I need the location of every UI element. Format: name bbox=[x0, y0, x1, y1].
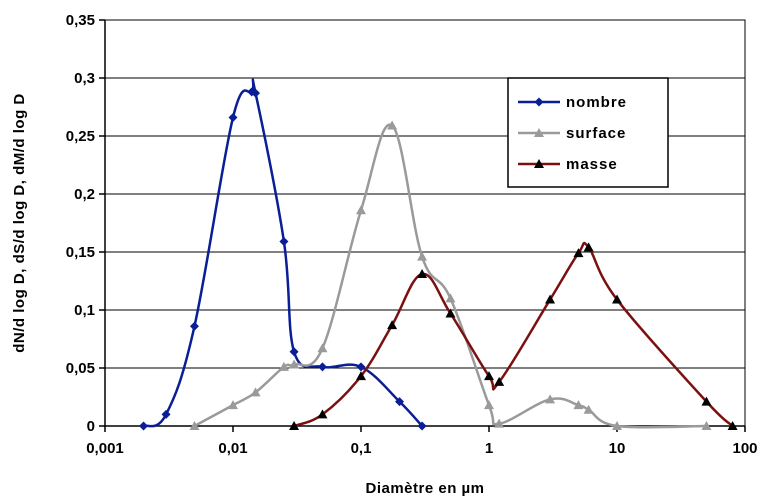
data-point-surface bbox=[612, 421, 622, 430]
data-point-surface bbox=[189, 421, 200, 430]
data-point-masse bbox=[701, 396, 712, 406]
y-tick-label: 0 bbox=[87, 418, 95, 435]
legend-item-surface: surface bbox=[518, 125, 626, 142]
y-tick-label: 0,15 bbox=[66, 244, 95, 261]
y-tick-label: 0,3 bbox=[74, 70, 95, 87]
legend-item-nombre: nombre bbox=[518, 94, 627, 111]
y-axis-ticks: 0 0,05 0,1 0,15 0,2 0,25 0,3 0,35 bbox=[66, 12, 105, 435]
x-axis-ticks: 0,001 0,01 0,1 1 10 100 bbox=[86, 426, 758, 457]
series-surface bbox=[189, 120, 712, 430]
y-axis-title: dN/d log D, dS/d log D, dM/d log D bbox=[11, 93, 28, 352]
data-point-surface bbox=[387, 120, 398, 130]
y-tick-label: 0,2 bbox=[74, 186, 95, 203]
legend-marker-surface bbox=[534, 128, 544, 137]
legend-marker-masse bbox=[534, 159, 544, 168]
y-tick-label: 0,35 bbox=[66, 12, 95, 29]
data-point-masse bbox=[484, 371, 494, 381]
data-point-surface bbox=[317, 343, 328, 353]
data-point-masse bbox=[356, 371, 366, 381]
data-point-surface bbox=[484, 400, 494, 410]
data-point-masse bbox=[545, 294, 556, 304]
data-point-surface bbox=[701, 421, 712, 430]
series-line-nombre bbox=[142, 78, 423, 428]
series-line-masse bbox=[293, 241, 734, 428]
data-point-nombre bbox=[356, 362, 366, 372]
data-point-nombre bbox=[289, 347, 299, 357]
data-point-nombre bbox=[279, 237, 289, 247]
x-tick-label: 100 bbox=[732, 440, 757, 457]
y-tick-label: 0,25 bbox=[66, 128, 95, 145]
data-point-masse bbox=[612, 294, 622, 304]
series-nombre bbox=[139, 78, 427, 431]
legend-label: nombre bbox=[566, 94, 627, 111]
legend: nombre surface masse bbox=[507, 77, 669, 188]
legend-label: masse bbox=[566, 156, 618, 173]
gridlines bbox=[105, 19, 745, 369]
data-point-surface bbox=[445, 293, 456, 303]
data-point-masse bbox=[417, 269, 428, 279]
data-point-surface bbox=[545, 394, 556, 404]
data-point-nombre bbox=[317, 362, 327, 372]
data-point-surface bbox=[417, 251, 428, 261]
data-point-surface bbox=[289, 359, 300, 369]
data-point-masse bbox=[494, 376, 505, 386]
data-point-masse bbox=[445, 308, 456, 318]
data-point-surface bbox=[494, 418, 505, 428]
x-axis-title: Diamètre en µm bbox=[365, 480, 484, 497]
data-point-nombre bbox=[161, 409, 171, 419]
series-masse bbox=[289, 241, 738, 430]
data-point-masse bbox=[289, 421, 300, 430]
data-point-surface bbox=[250, 387, 261, 397]
data-point-nombre bbox=[395, 397, 405, 407]
y-tick-label: 0,1 bbox=[74, 302, 95, 319]
data-point-masse bbox=[583, 242, 594, 252]
data-point-surface bbox=[573, 400, 584, 410]
data-point-nombre bbox=[139, 421, 149, 431]
data-point-masse bbox=[573, 248, 584, 258]
data-point-surface bbox=[228, 400, 238, 410]
legend-item-masse: masse bbox=[518, 156, 618, 173]
x-tick-label: 10 bbox=[609, 440, 626, 457]
data-point-masse bbox=[727, 421, 738, 430]
data-point-nombre bbox=[251, 88, 261, 98]
data-point-masse bbox=[387, 320, 398, 330]
legend-marker-nombre bbox=[534, 97, 544, 107]
data-point-surface bbox=[583, 404, 594, 414]
x-tick-label: 0,001 bbox=[86, 440, 124, 457]
data-point-masse bbox=[317, 409, 328, 419]
data-point-surface bbox=[278, 361, 289, 371]
series-layer bbox=[139, 78, 738, 431]
x-tick-label: 0,1 bbox=[351, 440, 372, 457]
x-tick-label: 0,01 bbox=[218, 440, 247, 457]
data-point-surface bbox=[356, 205, 366, 215]
data-point-nombre bbox=[189, 321, 199, 331]
legend-label: surface bbox=[566, 125, 626, 142]
data-point-nombre bbox=[228, 112, 238, 122]
data-point-nombre bbox=[417, 421, 427, 431]
x-tick-label: 1 bbox=[485, 440, 493, 457]
y-tick-label: 0,05 bbox=[66, 360, 95, 377]
